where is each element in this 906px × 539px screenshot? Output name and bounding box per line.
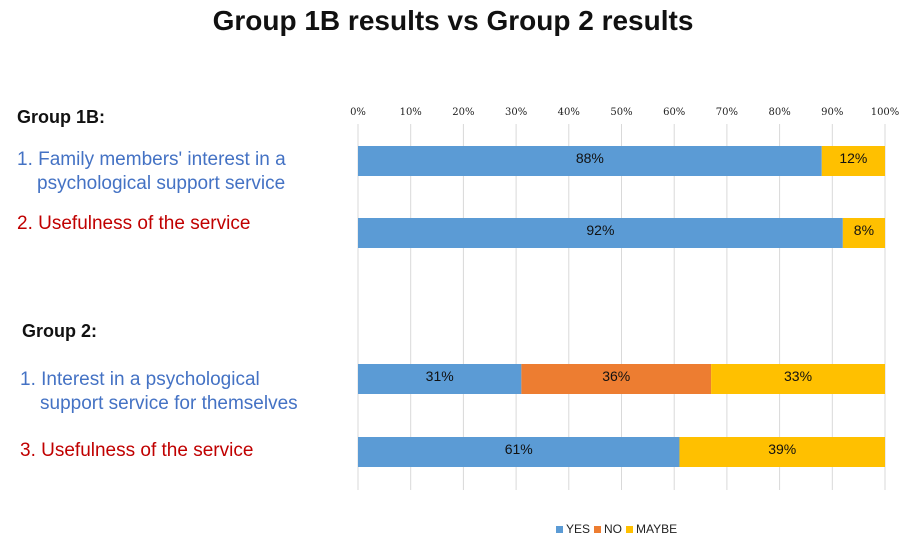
data-label: 36% — [602, 368, 630, 384]
group-1b-question-2: 2. Usefulness of the service — [17, 212, 250, 236]
x-tick-label: 0% — [350, 107, 366, 118]
data-label: 39% — [768, 441, 796, 457]
data-label: 8% — [854, 222, 874, 238]
legend-item-no: NO — [594, 522, 622, 536]
data-label: 92% — [586, 222, 614, 238]
bar-segment-maybe — [679, 437, 885, 467]
x-tick-label: 50% — [610, 107, 632, 118]
bar-segment-yes — [358, 218, 843, 248]
group-2-question-1: 1. Interest in a psychological support s… — [20, 368, 298, 416]
chart-title: Group 1B results vs Group 2 results — [212, 5, 694, 36]
group-2-question-2: 3. Usefulness of the service — [20, 439, 253, 463]
question-line: psychological support service — [37, 173, 286, 194]
legend-label-maybe: MAYBE — [636, 522, 678, 536]
question-line: support service for themselves — [40, 393, 298, 414]
x-tick-label: 90% — [821, 107, 843, 118]
legend-swatch-yes — [556, 525, 563, 533]
bar-segment-yes — [358, 364, 522, 394]
chart-legend: YES NO MAYBE — [556, 522, 677, 536]
x-tick-label: 40% — [558, 107, 580, 118]
bar-segment-maybe — [842, 218, 885, 248]
x-tick-label: 30% — [505, 107, 527, 118]
question-line: 1. Family members' interest in a — [17, 149, 286, 170]
group-2-heading: Group 2: — [22, 321, 97, 341]
bar-segment-maybe — [821, 146, 885, 176]
x-tick-label: 80% — [768, 107, 790, 118]
legend-label-no: NO — [604, 522, 623, 536]
group-1b-heading: Group 1B: — [17, 107, 105, 127]
bar-segment-yes — [358, 146, 822, 176]
data-label: 12% — [839, 150, 867, 166]
x-tick-label: 10% — [400, 107, 422, 118]
x-tick-label: 60% — [663, 107, 685, 118]
data-label: 33% — [784, 368, 812, 384]
legend-swatch-maybe — [626, 525, 634, 533]
legend-item-yes: YES — [556, 522, 590, 536]
data-label: 61% — [505, 441, 533, 457]
legend-item-maybe: MAYBE — [626, 522, 677, 536]
question-line: 2. Usefulness of the service — [17, 213, 251, 234]
question-line: 3. Usefulness of the service — [20, 440, 254, 461]
x-tick-label: 100% — [871, 107, 900, 118]
legend-swatch-no — [594, 525, 602, 533]
x-tick-label: 20% — [452, 107, 474, 118]
bar-segment-maybe — [711, 364, 885, 394]
data-label: 88% — [576, 150, 604, 166]
question-line: 1. Interest in a psychological — [20, 369, 260, 390]
bar-segment-yes — [358, 437, 680, 467]
group-1b-question-1: 1. Family members' interest in a psychol… — [17, 148, 286, 196]
legend-label-yes: YES — [566, 522, 591, 536]
bar-segment-no — [521, 364, 712, 394]
x-tick-label: 70% — [716, 107, 738, 118]
data-label: 31% — [426, 368, 454, 384]
